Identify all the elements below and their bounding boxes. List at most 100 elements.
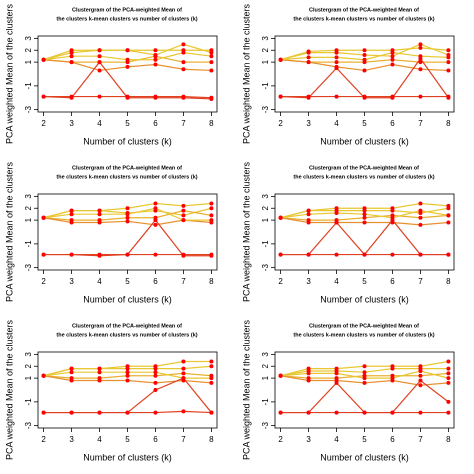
x-tick-label: 6 [153,277,158,286]
y-tick-label: 3 [261,36,270,41]
y-tick-label: -3 [261,106,270,114]
cluster-point [181,42,186,47]
cluster-point [209,50,214,55]
cluster-point [153,373,158,378]
x-tick-label: 6 [390,435,395,444]
y-tick-label: 2 [24,47,33,52]
cluster-point [306,378,311,383]
cluster-point [97,94,102,99]
cluster-point [362,208,367,213]
cluster-point [209,253,214,258]
cluster-point [209,213,214,218]
cluster-point [306,371,311,376]
cluster-point [446,213,451,218]
y-tick-label: -3 [261,264,270,272]
cluster-point [153,54,158,59]
cluster-point [390,54,395,59]
x-tick-label: 5 [362,435,367,444]
cluster-point [418,369,423,373]
cluster-point [125,215,130,220]
y-tick-label: 3 [261,194,270,199]
chart-title: Clustergram of the PCA-weighted Mean of [309,7,419,13]
cluster-point [181,60,186,65]
cluster-point [153,370,158,375]
cluster-point [334,50,339,55]
cluster-point [125,370,130,375]
cluster-point [125,212,130,217]
cluster-point [41,57,46,62]
y-tick-label: -1 [261,398,270,406]
cluster-point [69,50,74,55]
plot-box [37,351,218,429]
cluster-point [390,410,395,415]
chart-subtitle: the clusters k-mean clusters vs number o… [56,332,197,338]
cluster-point [181,371,186,376]
cluster-point [306,212,311,217]
x-tick-label: 7 [418,435,423,444]
cluster-point [446,95,451,100]
chart-title: Clustergram of the PCA-weighted Mean of [309,323,419,329]
y-tick-label: 3 [261,352,270,357]
cluster-line [43,219,212,257]
x-tick-label: 8 [209,277,214,286]
y-axis-label: PCA weighted Mean of the clusters [241,3,251,144]
cluster-point [209,380,214,385]
cluster-point [362,68,367,73]
x-tick-label: 3 [69,119,74,128]
y-tick-label: 3 [24,352,33,357]
cluster-point [390,57,395,62]
cluster-point [69,54,74,59]
x-tick-label: 2 [41,119,46,128]
cluster-point [209,54,214,59]
cluster-point [41,410,46,415]
cluster-point [362,48,367,53]
cluster-point [153,201,158,206]
cluster-point [181,95,186,100]
cluster-point [125,410,130,415]
cluster-point [181,359,186,364]
cluster-point [418,67,423,72]
panel: Clustergram of the PCA-weighted Mean of t… [241,3,455,146]
panel: Clustergram of the PCA-weighted Mean of t… [241,161,455,304]
cluster-point [41,94,46,99]
cluster-point [362,380,367,385]
x-axis-label: Number of clusters (k) [83,136,172,146]
cluster-point [181,50,186,55]
cluster-point [446,60,451,65]
cluster-point [278,252,283,257]
y-tick-label: -1 [261,82,270,90]
cluster-point [390,95,395,100]
y-tick-label: -1 [24,398,33,406]
cluster-point [125,373,130,378]
x-tick-label: 4 [334,277,339,286]
cluster-point [209,96,214,101]
cluster-point [153,388,158,392]
cluster-point [446,399,451,404]
cluster-point [97,60,102,65]
cluster-point [306,208,311,213]
cluster-point [69,410,74,415]
cluster-point [418,383,423,388]
y-tick-label: -3 [24,422,33,430]
plot-box [274,193,455,271]
cluster-point [390,366,395,371]
cluster-point [153,252,158,257]
y-tick-label: 1 [261,375,270,380]
cluster-point [41,215,46,220]
y-axis-label: PCA weighted Mean of the clusters [4,3,14,144]
cluster-point [153,410,158,415]
x-axis-label: Number of clusters (k) [320,452,409,462]
x-tick-label: 3 [306,435,311,444]
cluster-point [418,410,423,415]
cluster-point [306,95,311,100]
chart-title: Clustergram of the PCA-weighted Mean of [72,165,182,171]
x-tick-label: 2 [41,435,46,444]
cluster-point [125,366,130,371]
cluster-point [362,95,367,100]
cluster-point [306,252,311,257]
cluster-point [334,410,339,415]
cluster-point [153,62,158,67]
y-tick-label: 3 [24,36,33,41]
x-axis-label: Number of clusters (k) [83,294,172,304]
cluster-point [446,376,451,381]
